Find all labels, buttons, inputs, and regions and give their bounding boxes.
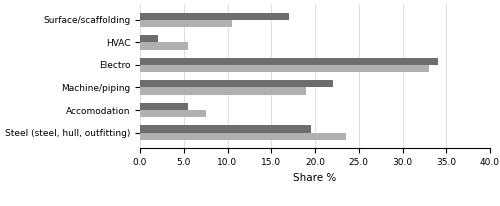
- Bar: [140, 58, 438, 65]
- Bar: [140, 20, 232, 27]
- Bar: [140, 35, 158, 42]
- Bar: [140, 103, 188, 110]
- Bar: [140, 88, 306, 95]
- Bar: [140, 80, 332, 88]
- Bar: [140, 13, 289, 20]
- Bar: [140, 132, 346, 140]
- Bar: [140, 125, 310, 132]
- Bar: [140, 65, 429, 72]
- X-axis label: Share %: Share %: [294, 173, 337, 183]
- Bar: [140, 110, 205, 117]
- Bar: [140, 42, 188, 50]
